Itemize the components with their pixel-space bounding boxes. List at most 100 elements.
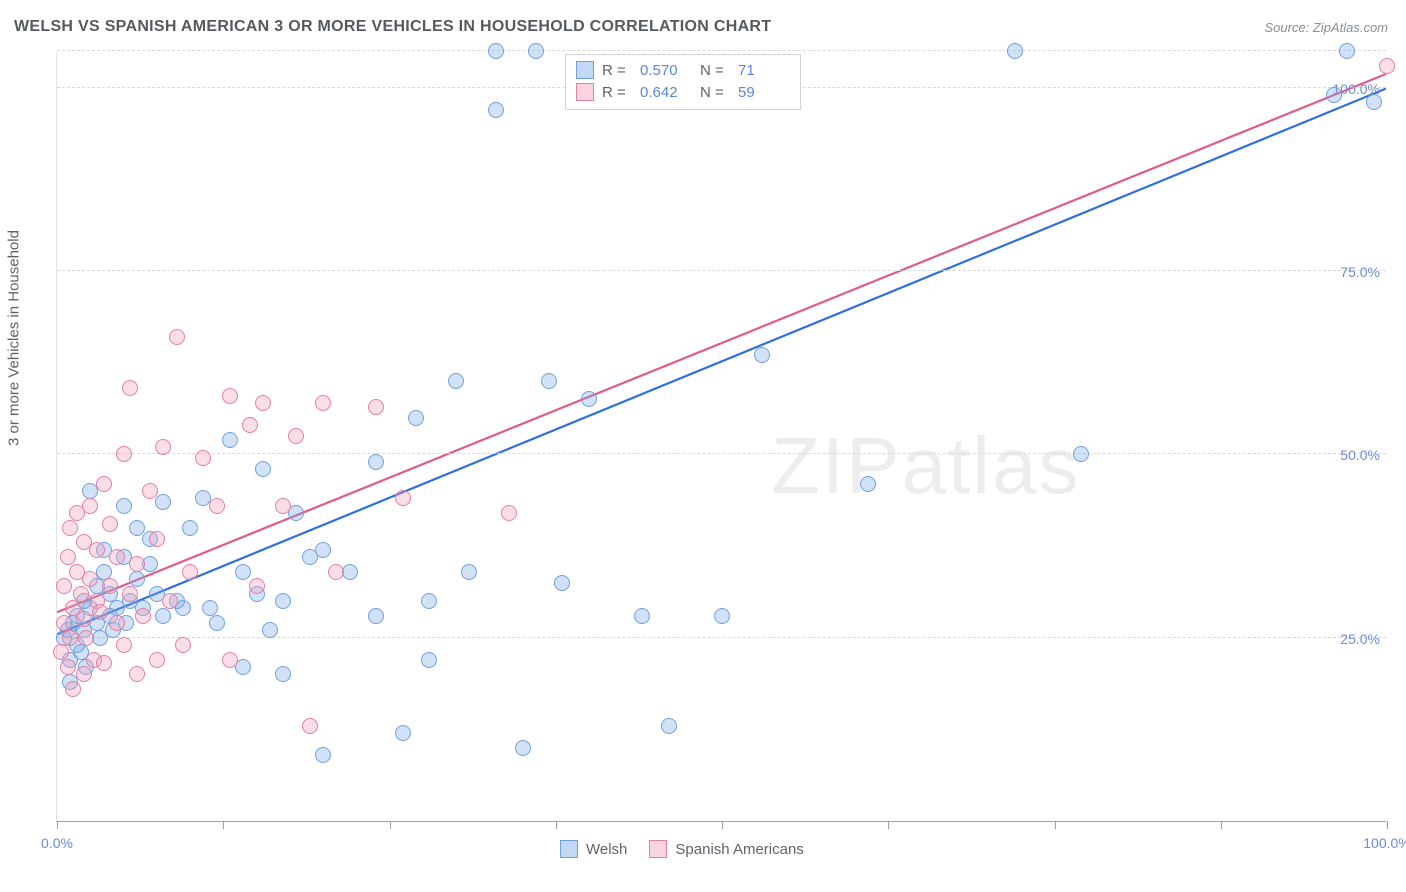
data-point bbox=[56, 615, 72, 631]
data-point bbox=[368, 399, 384, 415]
data-point bbox=[82, 498, 98, 514]
data-point bbox=[149, 531, 165, 547]
data-point bbox=[73, 586, 89, 602]
data-point bbox=[209, 615, 225, 631]
legend-r-label: R = bbox=[602, 84, 632, 101]
y-tick-label: 25.0% bbox=[1340, 631, 1380, 647]
data-point bbox=[528, 43, 544, 59]
x-tick bbox=[888, 821, 889, 829]
data-point bbox=[421, 593, 437, 609]
legend-n-label: N = bbox=[700, 84, 730, 101]
data-point bbox=[634, 608, 650, 624]
data-point bbox=[315, 747, 331, 763]
data-point bbox=[129, 520, 145, 536]
y-tick-label: 50.0% bbox=[1340, 447, 1380, 463]
data-point bbox=[102, 578, 118, 594]
data-point bbox=[175, 637, 191, 653]
data-point bbox=[222, 652, 238, 668]
data-point bbox=[116, 637, 132, 653]
series-legend: Welsh Spanish Americans bbox=[560, 840, 804, 858]
data-point bbox=[60, 549, 76, 565]
data-point bbox=[149, 652, 165, 668]
data-point bbox=[288, 428, 304, 444]
data-point bbox=[209, 498, 225, 514]
x-tick bbox=[1055, 821, 1056, 829]
data-point bbox=[275, 593, 291, 609]
trend-line bbox=[57, 89, 1386, 635]
data-point bbox=[395, 725, 411, 741]
data-point bbox=[76, 666, 92, 682]
legend-swatch bbox=[576, 61, 594, 79]
data-point bbox=[581, 391, 597, 407]
data-point bbox=[182, 520, 198, 536]
legend-item: Welsh bbox=[560, 840, 627, 858]
x-tick bbox=[390, 821, 391, 829]
legend-swatch bbox=[649, 840, 667, 858]
trend-line bbox=[57, 74, 1386, 612]
legend-swatch bbox=[576, 83, 594, 101]
data-point bbox=[96, 655, 112, 671]
data-point bbox=[275, 498, 291, 514]
data-point bbox=[62, 520, 78, 536]
data-point bbox=[53, 644, 69, 660]
x-tick bbox=[223, 821, 224, 829]
data-point bbox=[554, 575, 570, 591]
x-tick bbox=[57, 821, 58, 829]
data-point bbox=[754, 347, 770, 363]
data-point bbox=[1326, 87, 1342, 103]
data-point bbox=[1379, 58, 1395, 74]
correlation-chart: WELSH VS SPANISH AMERICAN 3 OR MORE VEHI… bbox=[0, 0, 1406, 892]
legend-label: Welsh bbox=[586, 841, 627, 858]
data-point bbox=[255, 395, 271, 411]
data-point bbox=[302, 718, 318, 734]
legend-swatch bbox=[560, 840, 578, 858]
correlation-legend: R =0.570N =71R =0.642N =59 bbox=[565, 54, 801, 110]
plot-area: ZIPatlas 25.0%50.0%75.0%100.0%0.0%100.0% bbox=[56, 52, 1386, 822]
data-point bbox=[129, 556, 145, 572]
gridline bbox=[57, 270, 1386, 271]
data-point bbox=[395, 490, 411, 506]
y-axis-label: 3 or more Vehicles in Household bbox=[6, 230, 23, 446]
data-point bbox=[155, 439, 171, 455]
data-point bbox=[368, 608, 384, 624]
data-point bbox=[222, 432, 238, 448]
data-point bbox=[249, 578, 265, 594]
data-point bbox=[661, 718, 677, 734]
gridline bbox=[57, 50, 1386, 51]
data-point bbox=[92, 604, 108, 620]
x-tick bbox=[722, 821, 723, 829]
data-point bbox=[56, 578, 72, 594]
legend-n-label: N = bbox=[700, 62, 730, 79]
legend-n-value: 59 bbox=[738, 84, 790, 101]
data-point bbox=[182, 564, 198, 580]
data-point bbox=[714, 608, 730, 624]
data-point bbox=[368, 454, 384, 470]
data-point bbox=[122, 380, 138, 396]
data-point bbox=[116, 498, 132, 514]
data-point bbox=[155, 494, 171, 510]
watermark: ZIPatlas bbox=[771, 420, 1080, 512]
data-point bbox=[421, 652, 437, 668]
legend-row: R = 0.642 N = 59 bbox=[576, 81, 790, 103]
data-point bbox=[1339, 43, 1355, 59]
data-point bbox=[515, 740, 531, 756]
data-point bbox=[102, 516, 118, 532]
data-point bbox=[202, 600, 218, 616]
x-tick-label: 100.0% bbox=[1363, 835, 1406, 851]
data-point bbox=[448, 373, 464, 389]
data-point bbox=[122, 586, 138, 602]
data-point bbox=[60, 659, 76, 675]
legend-item: Spanish Americans bbox=[649, 840, 803, 858]
data-point bbox=[275, 666, 291, 682]
data-point bbox=[255, 461, 271, 477]
legend-r-value: 0.642 bbox=[640, 84, 692, 101]
data-point bbox=[155, 608, 171, 624]
x-tick bbox=[556, 821, 557, 829]
data-point bbox=[89, 542, 105, 558]
data-point bbox=[96, 476, 112, 492]
data-point bbox=[541, 373, 557, 389]
gridline bbox=[57, 637, 1386, 638]
data-point bbox=[116, 446, 132, 462]
legend-r-label: R = bbox=[602, 62, 632, 79]
legend-row: R =0.570N =71 bbox=[576, 59, 790, 81]
